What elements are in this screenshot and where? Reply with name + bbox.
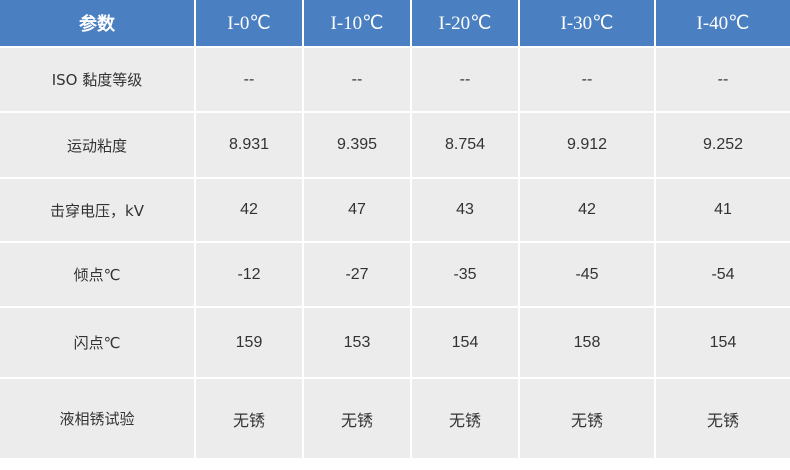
header-cell: I-20℃	[412, 0, 518, 46]
row-label: 液相锈试验	[0, 379, 194, 458]
value-cell: 无锈	[304, 379, 410, 458]
value-cell: -54	[656, 243, 790, 306]
value-cell: 9.912	[520, 113, 654, 177]
value-cell: -35	[412, 243, 518, 306]
value-cell: --	[520, 48, 654, 111]
value-cell: 9.252	[656, 113, 790, 177]
row-label: ISO 黏度等级	[0, 48, 194, 111]
value-cell: 42	[196, 179, 302, 241]
value-cell: -12	[196, 243, 302, 306]
value-cell: 9.395	[304, 113, 410, 177]
row-label: 倾点℃	[0, 243, 194, 306]
value-cell: 153	[304, 308, 410, 377]
value-cell: 159	[196, 308, 302, 377]
value-cell: 154	[656, 308, 790, 377]
header-cell: I-40℃	[656, 0, 790, 46]
value-cell: 无锈	[656, 379, 790, 458]
value-cell: --	[656, 48, 790, 111]
value-cell: 无锈	[520, 379, 654, 458]
value-cell: --	[412, 48, 518, 111]
value-cell: 8.754	[412, 113, 518, 177]
value-cell: --	[196, 48, 302, 111]
value-cell: 8.931	[196, 113, 302, 177]
value-cell: 42	[520, 179, 654, 241]
spec-table: 参数 I-0℃ I-10℃ I-20℃ I-30℃ I-40℃ ISO 黏度等级 -- -- --…	[0, 0, 790, 458]
value-cell: 43	[412, 179, 518, 241]
header-cell: I-0℃	[196, 0, 302, 46]
value-cell: 154	[412, 308, 518, 377]
row-label: 击穿电压，kV	[0, 179, 194, 241]
value-cell: 无锈	[412, 379, 518, 458]
value-cell: -27	[304, 243, 410, 306]
value-cell: --	[304, 48, 410, 111]
row-label: 闪点℃	[0, 308, 194, 377]
header-cell: I-30℃	[520, 0, 654, 46]
value-cell: -45	[520, 243, 654, 306]
value-cell: 无锈	[196, 379, 302, 458]
header-cell: 参数	[0, 0, 194, 46]
value-cell: 158	[520, 308, 654, 377]
header-cell: I-10℃	[304, 0, 410, 46]
value-cell: 41	[656, 179, 790, 241]
value-cell: 47	[304, 179, 410, 241]
row-label: 运动粘度	[0, 113, 194, 177]
